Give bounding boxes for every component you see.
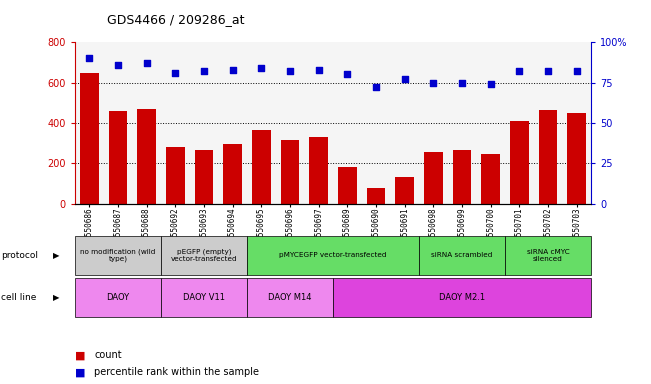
Bar [309,137,328,204]
Point [256,65,266,71]
Point [227,66,238,73]
Point [284,68,295,74]
Text: protocol: protocol [1,251,38,260]
Bar [568,113,586,204]
Bar [80,73,98,204]
Text: DAOY M14: DAOY M14 [268,293,312,302]
Text: siRNA scrambled: siRNA scrambled [432,252,493,258]
Text: ▶: ▶ [53,293,60,302]
Point [170,70,180,76]
Text: DAOY: DAOY [106,293,130,302]
Text: siRNA cMYC
silenced: siRNA cMYC silenced [527,249,570,262]
Text: ▶: ▶ [53,251,60,260]
Text: count: count [94,350,122,360]
Point [514,68,525,74]
Text: DAOY M2.1: DAOY M2.1 [439,293,485,302]
Text: GDS4466 / 209286_at: GDS4466 / 209286_at [107,13,245,26]
Point [543,68,553,74]
Bar [109,111,127,204]
Bar [481,154,500,204]
Text: DAOY V11: DAOY V11 [183,293,225,302]
Point [428,79,439,86]
Bar [424,152,443,204]
Point [313,66,324,73]
Point [113,62,123,68]
Point [400,76,410,83]
Bar [539,110,557,204]
Bar [281,140,299,204]
Point [572,68,582,74]
Point [486,81,496,87]
Bar [137,109,156,204]
Point [84,55,94,61]
Text: ■: ■ [75,350,85,360]
Bar [452,150,471,204]
Bar [510,121,529,204]
Text: no modification (wild
type): no modification (wild type) [80,248,156,262]
Point [342,71,353,78]
Text: percentile rank within the sample: percentile rank within the sample [94,367,259,377]
Point [199,68,209,74]
Point [371,84,381,91]
Bar [223,144,242,204]
Text: cell line: cell line [1,293,36,302]
Text: pMYCEGFP vector-transfected: pMYCEGFP vector-transfected [279,252,387,258]
Bar [395,177,414,204]
Point [141,60,152,66]
Bar [252,130,271,204]
Bar [367,189,385,204]
Text: pEGFP (empty)
vector-transfected: pEGFP (empty) vector-transfected [171,248,237,262]
Bar [166,147,185,204]
Point [457,79,467,86]
Text: ■: ■ [75,367,85,377]
Bar [195,150,214,204]
Bar [338,167,357,204]
